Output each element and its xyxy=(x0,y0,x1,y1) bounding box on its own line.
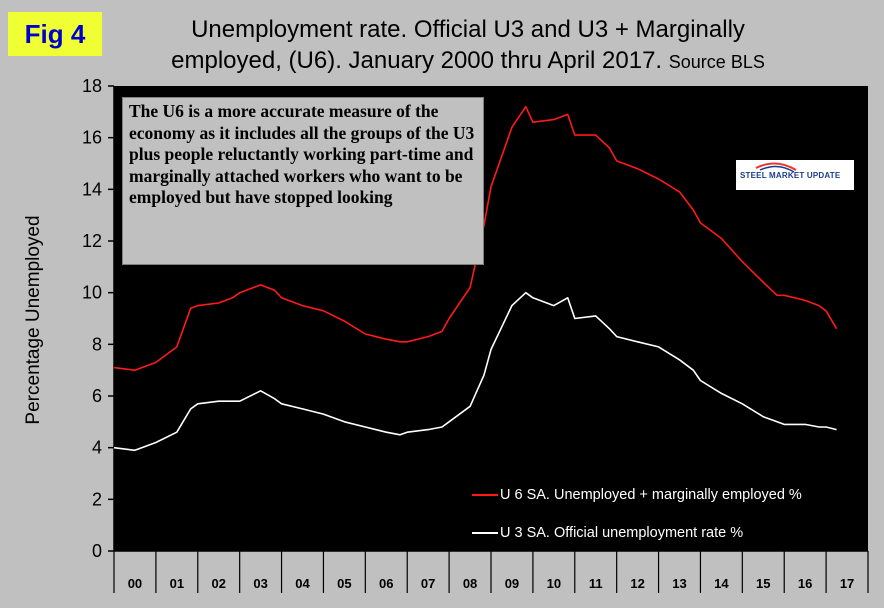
series-group xyxy=(113,105,838,452)
chart-title-line1: Unemployment rate. Official U3 and U3 + … xyxy=(191,16,745,43)
x-tick-label: 13 xyxy=(672,576,686,591)
x-tick-label: 05 xyxy=(337,576,351,591)
y-tick-label: 6 xyxy=(92,386,102,406)
steel-market-update-logo: STEEL MARKET UPDATE xyxy=(736,160,854,190)
x-tick-label: 09 xyxy=(505,576,519,591)
x-tick-label: 04 xyxy=(295,576,310,591)
legend-item-u6: U 6 SA. Unemployed + marginally employed… xyxy=(472,487,802,503)
legend-label-u6: U 6 SA. Unemployed + marginally employed… xyxy=(500,487,802,503)
y-tick-label: 16 xyxy=(82,128,102,148)
x-tick-label: 07 xyxy=(421,576,435,591)
y-tick-label: 0 xyxy=(92,541,102,561)
x-tick-label: 08 xyxy=(463,576,477,591)
y-tick-label: 10 xyxy=(82,283,102,303)
x-axis: 00 01 02 03 04 05 06 07 08 09 10 11 12 13 14 15 16 17 xyxy=(113,550,869,593)
logo-text: STEEL MARKET UPDATE xyxy=(740,171,841,180)
y-axis: 0 2 4 6 8 10 12 14 16 18 xyxy=(82,76,115,561)
x-tick-label: 02 xyxy=(211,576,225,591)
y-tick-label: 8 xyxy=(92,334,102,354)
legend-swatch-u6 xyxy=(472,494,498,497)
y-tick-label: 4 xyxy=(92,438,102,458)
x-tick-label: 06 xyxy=(379,576,393,591)
x-tick-label: 15 xyxy=(756,576,770,591)
y-tick-label: 18 xyxy=(82,76,102,96)
y-tick-label: 14 xyxy=(82,179,102,199)
logo-swoosh-icon xyxy=(755,162,797,173)
x-tick-label: 12 xyxy=(630,576,644,591)
chart-title-line2: employed, (U6). January 2000 thru April … xyxy=(118,45,818,78)
x-tick-label: 17 xyxy=(840,576,854,591)
y-tick-label: 12 xyxy=(82,231,102,251)
x-tick-label: 11 xyxy=(589,576,603,591)
chart-source: Source BLS xyxy=(668,52,765,72)
x-tick-label: 10 xyxy=(547,576,561,591)
chart-title-line2-text: employed, (U6). January 2000 thru April … xyxy=(171,47,663,74)
legend: U 6 SA. Unemployed + marginally employed… xyxy=(462,478,868,550)
legend-item-u3: U 3 SA. Official unemployment rate % xyxy=(472,525,743,541)
series-line-u6 xyxy=(113,105,838,371)
figure-badge: Fig 4 xyxy=(8,12,102,56)
x-tick-label: 00 xyxy=(128,576,142,591)
legend-label-u3: U 3 SA. Official unemployment rate % xyxy=(500,525,744,541)
x-tick-label: 01 xyxy=(170,576,184,591)
x-tick-label: 03 xyxy=(253,576,267,591)
legend-swatch-u3 xyxy=(472,532,498,535)
x-tick-label: 14 xyxy=(714,576,729,591)
series-line-u3 xyxy=(113,291,837,452)
y-tick-label: 2 xyxy=(92,489,102,509)
x-tick-label: 16 xyxy=(798,576,812,591)
chart-title: Unemployment rate. Official U3 and U3 + … xyxy=(118,14,818,78)
annotation-note: The U6 is a more accurate measure of the… xyxy=(122,97,484,265)
